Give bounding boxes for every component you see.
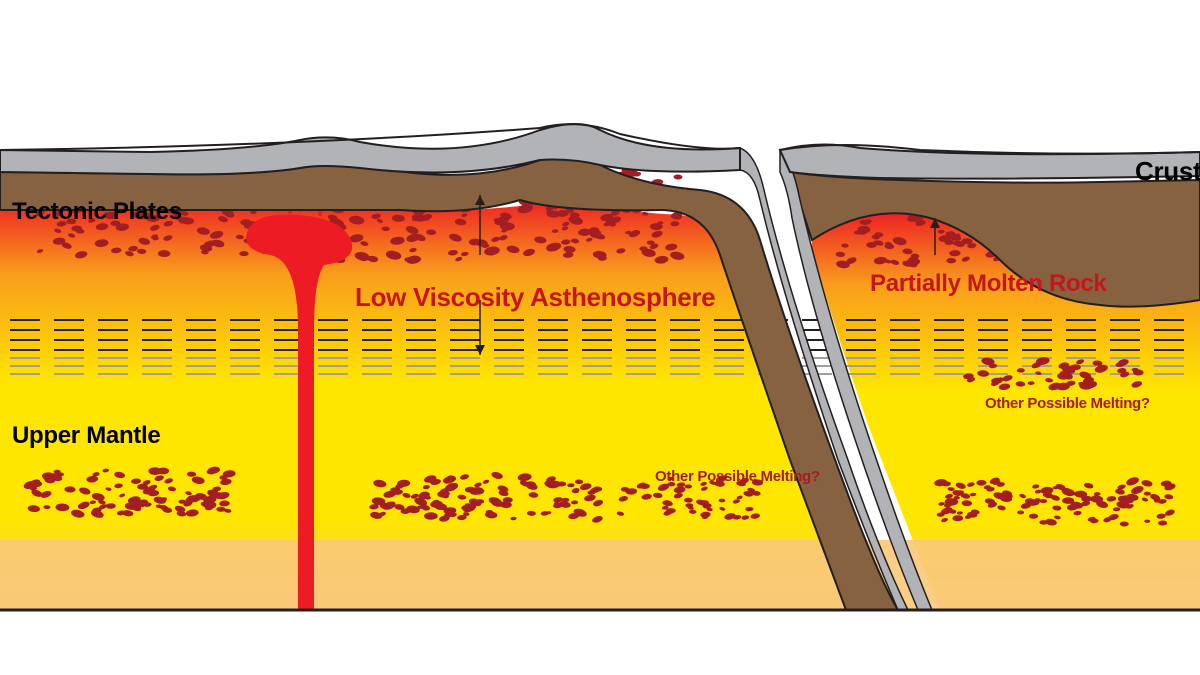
melt-speckle bbox=[137, 484, 148, 490]
melt-speckle bbox=[1017, 368, 1025, 372]
label-crust: Crust bbox=[1135, 156, 1200, 187]
label-upper-mantle: Upper Mantle bbox=[12, 422, 160, 450]
label-low-viscosity: Low Viscosity Asthenosphere bbox=[355, 282, 715, 313]
diagram-svg bbox=[0, 0, 1200, 675]
mantle-base-band bbox=[0, 540, 1200, 610]
label-other-melting-right: Other Possible Melting? bbox=[985, 395, 1150, 412]
melt-speckle bbox=[1154, 499, 1161, 503]
melt-speckle bbox=[1029, 514, 1038, 519]
label-tectonic-plates: Tectonic Plates bbox=[12, 198, 182, 226]
diagram-stage: Crust Tectonic Plates Upper Mantle Low V… bbox=[0, 0, 1200, 675]
label-other-melting-mid: Other Possible Melting? bbox=[655, 468, 820, 485]
melt-speckle bbox=[673, 174, 682, 179]
crust-left bbox=[0, 124, 740, 174]
melt-speckle bbox=[557, 482, 566, 487]
label-partially-molten: Partially Molten Rock bbox=[870, 270, 1106, 298]
melt-speckle bbox=[239, 251, 248, 256]
